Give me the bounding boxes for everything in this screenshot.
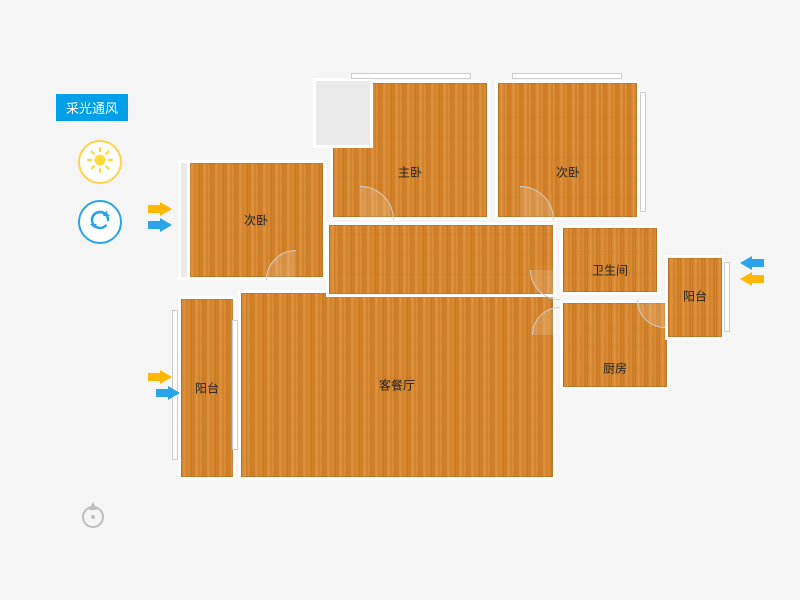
flow-arrow-4 [740,256,764,270]
room-bedroom2 [495,80,640,220]
balcony-box-0 [178,160,190,280]
flow-arrow-1 [148,218,172,232]
window-5 [724,262,730,332]
balcony-box-1 [313,78,373,148]
window-0 [351,73,471,79]
window-1 [512,73,622,79]
room-living_upper [326,222,556,297]
flow-arrow-3 [156,386,180,400]
room-label-kitchen: 厨房 [603,360,627,377]
flow-arrow-5 [740,272,764,286]
room-label-balcony_right: 阳台 [683,288,707,305]
window-3 [232,320,238,450]
room-bathroom [560,225,660,295]
floorplan: 主卧次卧次卧客餐厅阳台卫生间厨房阳台 [0,0,800,600]
room-label-bedroom2: 次卧 [556,164,580,181]
room-label-balcony_left: 阳台 [195,380,219,397]
room-label-living: 客餐厅 [379,377,415,394]
flow-arrow-0 [148,202,172,216]
room-label-bathroom: 卫生间 [592,262,628,279]
window-2 [640,92,646,212]
room-label-bedroom3: 次卧 [244,212,268,229]
window-4 [172,310,178,460]
room-label-master_bedroom: 主卧 [398,164,422,181]
flow-arrow-2 [148,370,172,384]
